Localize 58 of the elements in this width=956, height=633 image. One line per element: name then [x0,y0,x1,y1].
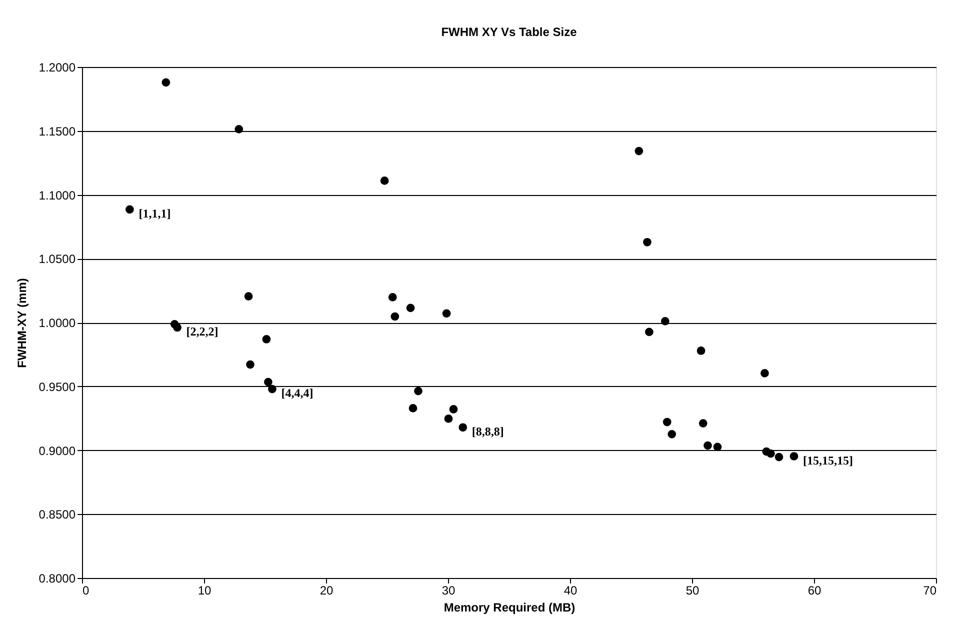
point [268,384,276,394]
x-tick-label: 50 [686,584,700,598]
point [774,452,784,462]
point [444,414,453,423]
point [634,146,644,156]
y-tick-label: 0.9000 [38,444,76,458]
point [704,441,712,450]
annotation: [1,1,1] [138,206,171,220]
point [162,78,170,87]
x-tick-label: 40 [564,584,578,598]
point [408,404,418,412]
point [126,205,134,214]
point [760,369,769,378]
annotation: [4,4,4] [281,386,314,400]
x-tick-label: 0 [82,584,90,598]
annotation: [8,8,8] [472,424,504,438]
point [414,386,422,396]
y-tick-label: 0.8000 [38,572,76,586]
chart-title: FWHM XY Vs Table Size [441,25,578,39]
annotation: [15,15,15] [802,453,853,468]
point [173,323,182,332]
point [644,328,654,336]
point [696,346,706,355]
point [246,360,254,369]
point [262,335,271,344]
y-tick-label: 1.2000 [38,60,76,74]
point [442,309,451,318]
point [660,317,670,326]
y-tick-label: 1.0500 [38,252,76,266]
x-tick-label: 70 [923,584,937,598]
point [643,238,652,246]
x-tick-label: 30 [442,584,456,598]
x-tick-label: 10 [198,584,212,598]
y-tick-label: 1.0000 [38,316,76,330]
x-tick-label: 60 [808,584,822,598]
point [662,418,672,426]
point [388,293,397,302]
y-tick-label: 1.1500 [38,124,76,138]
x-axis-title: Memory Required (MB) [444,600,576,614]
point [264,378,272,386]
point [766,449,775,458]
point [713,442,722,452]
point [449,405,458,414]
y-tick-label: 0.8500 [38,508,76,522]
point [790,452,798,460]
point [698,419,708,428]
point [668,430,676,438]
point [380,176,389,185]
point [458,423,468,432]
x-tick-label: 20 [320,584,334,598]
y-tick-label: 0.9500 [38,380,76,394]
point [406,304,415,312]
y-axis-title: FWHM-XY (mm) [14,278,29,368]
point [234,125,244,134]
annotation: [2,2,2] [186,324,218,338]
y-tick-label: 1.1000 [38,188,76,202]
point [390,312,400,321]
point [244,292,253,300]
